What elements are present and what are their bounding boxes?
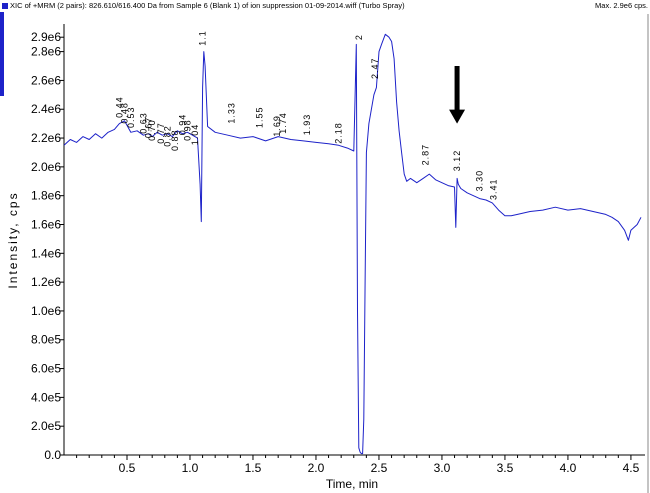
peak-label: 2.47 [370,57,380,79]
x-tick-label: 3.0 [434,461,451,475]
y-tick-label: 2.0e5 [31,419,61,433]
y-tick-label: 2.4e6 [31,102,61,116]
peak-label: 1.33 [227,102,237,124]
peak-label: 0.44 [114,96,124,118]
left-marker-bar [0,12,4,96]
peak-label: 1.69 [272,115,282,137]
y-tick-label: 2.8e6 [31,45,61,59]
x-tick-label: 4.0 [560,461,577,475]
axes [63,14,649,493]
arrow-annotation [449,66,466,124]
peak-label: 0.77 [156,122,166,144]
peak-label: 0.63 [138,112,148,134]
y-tick-label: 1.0e6 [31,304,61,318]
x-tick-label: 4.5 [623,461,640,475]
y-ticks: 0.0 2.0e5 4.0e5 6.0e5 8.0e5 1.0e6 1.2e6 1.4e6 1.… [31,30,64,462]
peak-label: 0.70 [147,119,157,141]
peak-label: 0.48 [120,102,130,124]
y-tick-label: 6.0e5 [31,362,61,376]
peak-label: 0.53 [126,106,136,128]
arrow-head [449,109,466,124]
peak-label: 0.88 [170,129,180,151]
y-tick-label: 0.0 [44,448,61,462]
y-tick-label: 2.0e6 [31,160,61,174]
series-line [63,33,642,455]
y-axis-label: Intensity, cps [6,191,20,288]
x-tick-label: 0.5 [119,461,136,475]
peak-label: 2.87 [421,144,431,166]
y-tick-label: 2.2e6 [31,131,61,145]
x-tick-label: 1.0 [182,461,199,475]
x-axis-label: Time, min [326,477,378,491]
y-tick-label: 1.2e6 [31,275,61,289]
x-tick-label: 2.0 [308,461,325,475]
peak-label: 0.67 [143,117,153,139]
trace-group [63,33,642,455]
y-tick-label: 2.6e6 [31,73,61,87]
peak-labels: 0.440.480.53 0.630.670.700.770.820.880.94… [114,30,498,200]
peak-label: 0.98 [183,119,193,141]
peak-label: 1.1 [198,30,208,46]
x-tick-label: 1.5 [245,461,262,475]
x-ticks: 0.5 1.0 1.5 2.0 2.5 3.0 3.5 4.0 4.5 [76,455,640,475]
peak-label: 2.18 [334,122,344,144]
peak-label: 3.30 [475,170,485,192]
max-intensity-label: Max. 2.9e6 cps. [595,1,648,10]
peak-label: 3.41 [489,178,499,200]
chart-title: XIC of +MRM (2 pairs): 826.610/616.400 D… [10,1,405,10]
peak-label: 0.82 [162,125,172,147]
y-tick-label: 8.0e5 [31,333,61,347]
x-tick-label: 2.5 [371,461,388,475]
peak-label: 3.12 [452,150,462,172]
peak-label: 1.04 [190,124,200,146]
y-tick-label: 1.4e6 [31,246,61,260]
y-tick-label: 2.9e6 [31,30,61,44]
y-tick-label: 1.6e6 [31,217,61,231]
peak-label: 1.74 [278,112,288,134]
peak-label: 1.55 [254,106,264,128]
y-tick-label: 1.8e6 [31,189,61,203]
peak-label: 0.94 [177,114,187,136]
x-tick-label: 3.5 [497,461,514,475]
trace-color-marker [2,3,8,9]
y-tick-label: 4.0e5 [31,390,61,404]
chart-header: XIC of +MRM (2 pairs): 826.610/616.400 D… [0,0,650,12]
peak-label: 1.93 [302,114,312,136]
peak-label: 2 [354,34,364,40]
